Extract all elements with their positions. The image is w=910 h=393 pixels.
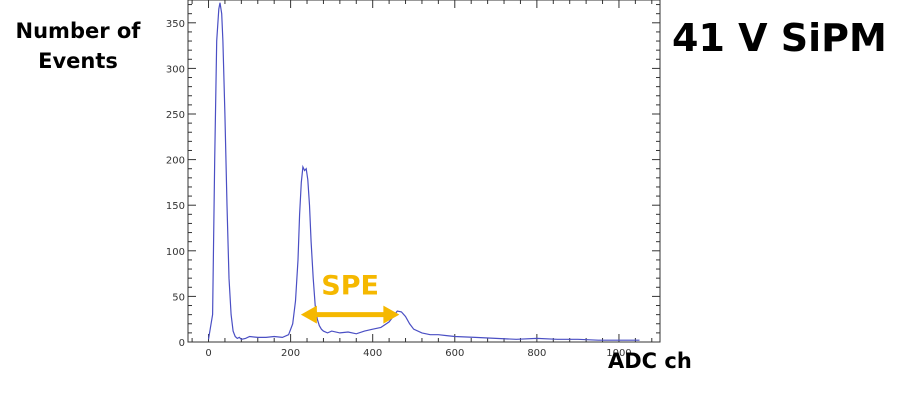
plot-frame [187,0,661,343]
y-tick-label: 300 [166,64,185,75]
y-tick-label: 200 [166,156,185,167]
spe-arrow-head-left [300,305,317,324]
y-axis-label-line-1: Number of [15,19,141,43]
y-axis-label: Number of Events [0,16,156,76]
x-tick-label: 600 [445,348,464,359]
x-tick-label: 800 [527,348,546,359]
x-tick-label: 200 [281,348,300,359]
y-tick-label: 0 [179,338,185,349]
spe-arrow-head-right [383,305,400,324]
y-tick-label: 350 [166,19,185,30]
axis-ticks [188,0,660,343]
x-tick-label: 0 [205,348,211,359]
series-line [207,2,640,341]
y-tick-label: 150 [166,201,185,212]
y-tick-label: 50 [172,292,185,303]
spe-label: SPE [321,271,379,302]
chart-title: 41 V SiPM [672,16,887,60]
y-axis-label-line-2: Events [38,49,118,73]
x-tick-label: 400 [363,348,382,359]
x-axis-label: ADC ch [608,349,692,373]
y-tick-label: 100 [166,247,185,258]
y-tick-label: 250 [166,110,185,121]
axis-tick-labels: 0 200 400 600 800 1000 0 50 100 150 200 250 300 350 [166,19,632,359]
spe-annotation: SPE [300,271,400,324]
x-tick-label: 1000 [606,348,631,359]
